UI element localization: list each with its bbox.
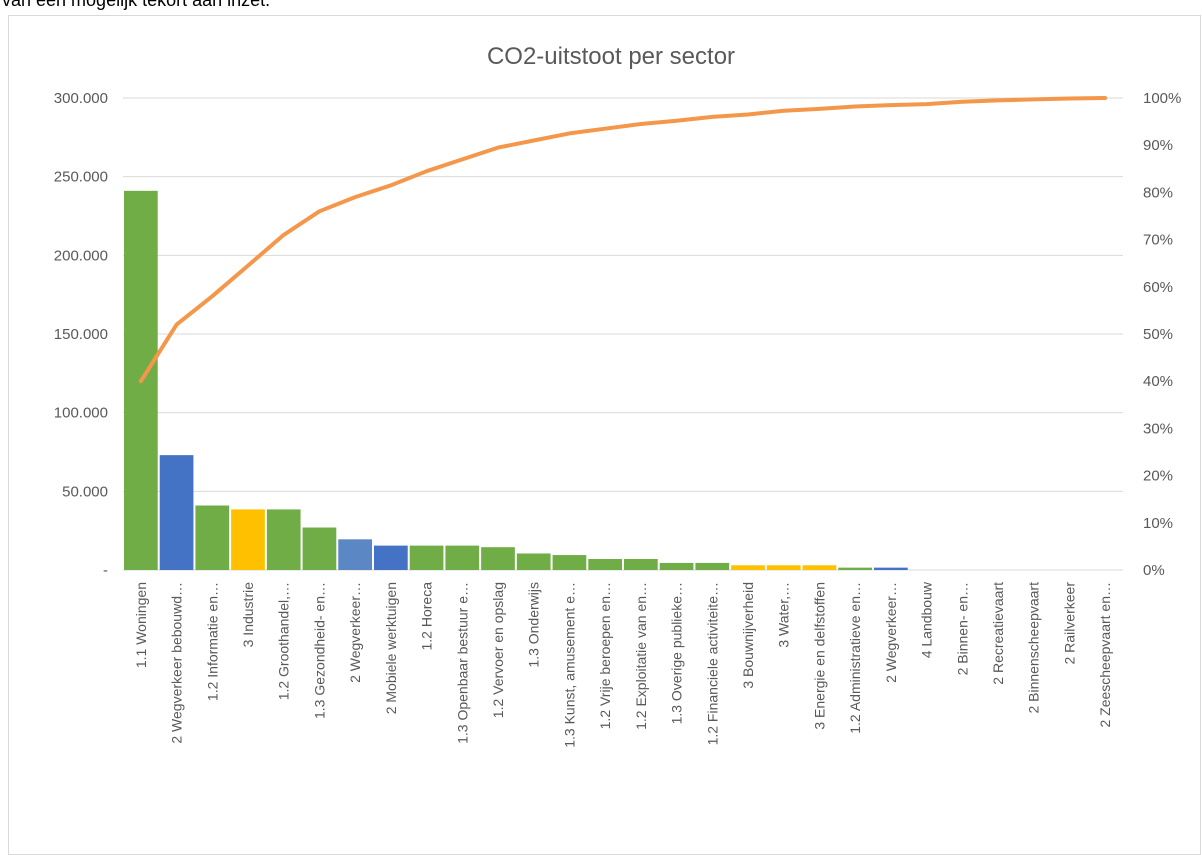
bar <box>266 509 301 570</box>
x-category-label: 1.3 Overige publieke… <box>669 582 685 724</box>
y-tick-label: 50.000 <box>62 483 108 500</box>
x-category-label: 2 Railverkeer <box>1061 582 1077 665</box>
x-category-label: 1.3 Gezondheid- en… <box>311 582 327 719</box>
x-category-label: 1.2 Financiele activiteite… <box>704 582 720 745</box>
bar-series <box>124 190 908 570</box>
y2-tick-label: 60% <box>1143 279 1173 296</box>
bar <box>481 547 515 570</box>
x-category-label: 3 Energie en delfstoffen <box>811 582 827 730</box>
x-axis-categories: 1.1 Woningen 2 Wegverkeer bebouwd… 1.2 Inf… <box>133 581 1113 748</box>
x-category-label: 2 Binnenscheepvaart <box>1026 582 1042 714</box>
cumulative-line <box>138 96 1108 384</box>
x-category-label: 1.3 Onderwijs <box>526 582 542 668</box>
y2-tick-label: 20% <box>1143 468 1173 485</box>
x-category-label: 1.2 Exploitatie van en… <box>633 582 649 730</box>
y2-tick-label: 30% <box>1143 420 1173 437</box>
bar <box>302 527 337 570</box>
bar <box>409 545 444 570</box>
x-category-label: 3 Water,… <box>776 582 792 648</box>
bar <box>159 455 194 570</box>
y2-tick-label: 10% <box>1143 515 1173 532</box>
y-tick-label: 150.000 <box>54 326 108 343</box>
bar <box>374 545 408 570</box>
bar <box>588 558 622 570</box>
y-tick-label: 300.000 <box>54 90 108 107</box>
bar <box>195 505 230 570</box>
bar <box>766 565 801 570</box>
chart-title: CO2-uitstoot per sector <box>487 43 735 70</box>
y2-tick-label: 90% <box>1143 137 1173 154</box>
bar <box>731 565 765 570</box>
y2-tick-label: 70% <box>1143 232 1173 249</box>
bar <box>659 562 694 570</box>
bar <box>231 509 265 570</box>
bar <box>874 567 908 570</box>
bar <box>516 553 551 570</box>
x-category-label: 1.1 Woningen <box>133 582 149 668</box>
y2-tick-label: 80% <box>1143 184 1173 201</box>
chart-area <box>8 15 1201 855</box>
x-category-label: 1.2 Informatie en… <box>204 582 220 701</box>
x-category-label: 4 Landbouw <box>919 581 935 658</box>
y2-tick-label: 0% <box>1143 562 1165 579</box>
bar <box>695 562 730 570</box>
x-category-label: 2 Wegverkeer… <box>347 582 363 683</box>
y-axis-left: - 50.000 100.000 150.000 200.000 250.000 300.0… <box>54 90 108 579</box>
x-category-label: 1.3 Openbaar bestuur e… <box>454 582 470 744</box>
y2-tick-label: 100% <box>1143 90 1181 107</box>
x-category-label: 2 Recreatievaart <box>990 582 1006 685</box>
x-category-label: 1.2 Vervoer en opslag <box>490 582 506 718</box>
bar <box>624 558 658 570</box>
bar <box>802 565 837 570</box>
x-category-label: 2 Mobiele werktuigen <box>383 582 399 714</box>
x-category-label: 1.2 Horeca <box>419 582 435 651</box>
x-category-label: 3 Bouwnijverheid <box>740 582 756 689</box>
y-tick-label: - <box>103 562 108 579</box>
x-category-label: 2 Zeescheepvaart en… <box>1097 582 1113 728</box>
x-category-label: 2 Wegverkeer… <box>883 582 899 683</box>
x-category-label: 2 Wegverkeer bebouwd… <box>169 582 185 744</box>
bar <box>445 545 480 570</box>
cumulative-line-series <box>138 96 1108 384</box>
bar <box>552 555 587 570</box>
x-category-label: 1.2 Administratieve en… <box>847 582 863 734</box>
y-tick-label: 200.000 <box>54 247 108 264</box>
y2-tick-label: 40% <box>1143 373 1173 390</box>
bar <box>838 567 872 570</box>
x-category-label: 2 Binnen- en… <box>954 582 970 675</box>
x-category-label: 1.2 Groothandel,… <box>276 582 292 700</box>
y-tick-label: 100.000 <box>54 405 108 422</box>
x-category-label: 1.3 Kunst, amusement e… <box>561 582 577 748</box>
x-category-label: 3 Industrie <box>240 582 256 648</box>
y-tick-label: 250.000 <box>54 169 108 186</box>
y-axis-right: 0% 10% 20% 30% 40% 50% 60% 70% 80% 90% 100% <box>1143 90 1181 579</box>
intro-text-fragment: van een mogelijk tekort aan inzet. <box>2 0 271 10</box>
gridlines <box>123 97 1123 571</box>
x-category-label: 1.2 Vrije beroepen en… <box>597 582 613 729</box>
bar <box>338 539 372 570</box>
y2-tick-label: 50% <box>1143 326 1173 343</box>
